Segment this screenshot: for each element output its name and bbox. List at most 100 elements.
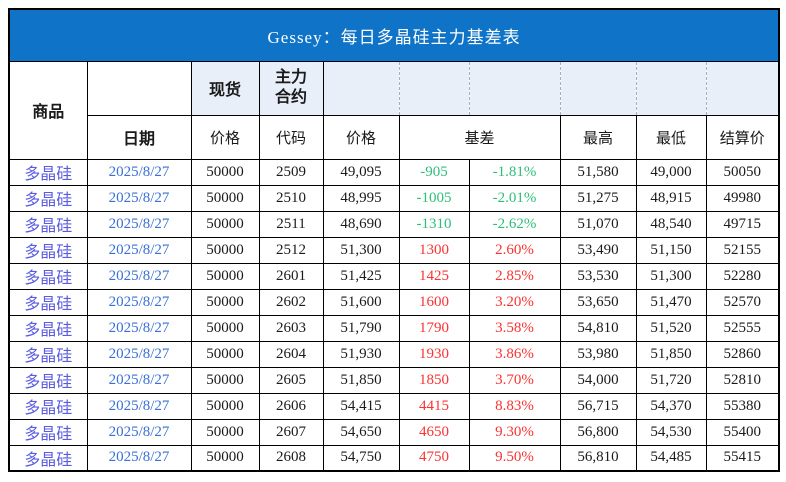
cell-high: 53,490 (559, 236, 637, 264)
cell-low: 54,485 (635, 444, 707, 472)
cell-spot-price: 50000 (190, 262, 260, 290)
header-empty-date (86, 60, 192, 116)
cell-code: 2602 (258, 288, 324, 316)
cell-date: 2025/8/27 (86, 418, 192, 446)
cell-settlement: 52810 (705, 366, 780, 394)
cell-price: 51,300 (322, 236, 400, 264)
cell-spot-price: 50000 (190, 340, 260, 368)
cell-price: 51,425 (322, 262, 400, 290)
cell-basis: 1790 (398, 314, 470, 342)
cell-high: 53,650 (559, 288, 637, 316)
cell-low: 51,470 (635, 288, 707, 316)
cell-price: 51,600 (322, 288, 400, 316)
table-row: 多晶硅 2025/8/27 50000 2603 51,790 1790 3.58% 54,8… (8, 314, 780, 342)
cell-price: 54,415 (322, 392, 400, 420)
cell-spot-price: 50000 (190, 314, 260, 342)
cell-basis-pct: 3.86% (468, 340, 561, 368)
cell-low: 54,370 (635, 392, 707, 420)
cell-commodity: 多晶硅 (8, 288, 88, 316)
cell-code: 2509 (258, 158, 324, 186)
cell-low: 48,915 (635, 184, 707, 212)
cell-high: 53,980 (559, 340, 637, 368)
cell-basis: 1930 (398, 340, 470, 368)
cell-price: 51,930 (322, 340, 400, 368)
table-row: 多晶硅 2025/8/27 50000 2606 54,415 4415 8.83% 56,7… (8, 392, 780, 420)
cell-high: 56,715 (559, 392, 637, 420)
col-header-settlement: 结算价 (705, 114, 780, 160)
cell-low: 49,000 (635, 158, 707, 186)
cell-commodity: 多晶硅 (8, 366, 88, 394)
cell-price: 54,650 (322, 418, 400, 446)
cell-code: 2605 (258, 366, 324, 394)
cell-date: 2025/8/27 (86, 366, 192, 394)
cell-high: 54,810 (559, 314, 637, 342)
cell-price: 51,850 (322, 366, 400, 394)
cell-settlement: 55415 (705, 444, 780, 472)
cell-spot-price: 50000 (190, 366, 260, 394)
cell-date: 2025/8/27 (86, 184, 192, 212)
cell-basis: -1310 (398, 210, 470, 238)
table-row: 多晶硅 2025/8/27 50000 2601 51,425 1425 2.85% 53,5… (8, 262, 780, 290)
cell-code: 2608 (258, 444, 324, 472)
cell-basis: 4750 (398, 444, 470, 472)
cell-basis-pct: 3.58% (468, 314, 561, 342)
cell-spot-price: 50000 (190, 444, 260, 472)
cell-low: 48,540 (635, 210, 707, 238)
cell-code: 2510 (258, 184, 324, 212)
cell-basis-pct: 9.30% (468, 418, 561, 446)
header-shade-cell (398, 60, 470, 116)
cell-settlement: 52570 (705, 288, 780, 316)
cell-low: 51,850 (635, 340, 707, 368)
cell-basis: 1300 (398, 236, 470, 264)
header-shade-cell (705, 60, 780, 116)
cell-commodity: 多晶硅 (8, 392, 88, 420)
cell-commodity: 多晶硅 (8, 444, 88, 472)
cell-high: 51,275 (559, 184, 637, 212)
cell-basis: 1850 (398, 366, 470, 394)
cell-commodity: 多晶硅 (8, 340, 88, 368)
title-bar: Gessey：每日多晶硅主力基差表 (8, 8, 780, 62)
cell-code: 2601 (258, 262, 324, 290)
col-header-high: 最高 (559, 114, 637, 160)
cell-date: 2025/8/27 (86, 158, 192, 186)
cell-date: 2025/8/27 (86, 314, 192, 342)
cell-price: 49,095 (322, 158, 400, 186)
cell-high: 54,000 (559, 366, 637, 394)
cell-commodity: 多晶硅 (8, 314, 88, 342)
cell-code: 2511 (258, 210, 324, 238)
cell-price: 54,750 (322, 444, 400, 472)
cell-high: 56,810 (559, 444, 637, 472)
col-header-basis: 基差 (398, 114, 561, 160)
cell-basis: -1005 (398, 184, 470, 212)
cell-date: 2025/8/27 (86, 262, 192, 290)
cell-basis: 4650 (398, 418, 470, 446)
cell-basis-pct: 2.85% (468, 262, 561, 290)
cell-settlement: 52155 (705, 236, 780, 264)
cell-low: 51,520 (635, 314, 707, 342)
cell-basis-pct: 3.20% (468, 288, 561, 316)
table-row: 多晶硅 2025/8/27 50000 2510 48,995 -1005 -2.01% 51… (8, 184, 780, 212)
cell-commodity: 多晶硅 (8, 184, 88, 212)
cell-commodity: 多晶硅 (8, 210, 88, 238)
header-shade-cell (322, 60, 400, 116)
cell-commodity: 多晶硅 (8, 236, 88, 264)
table-row: 多晶硅 2025/8/27 50000 2509 49,095 -905 -1.81% 51,… (8, 158, 780, 186)
cell-code: 2603 (258, 314, 324, 342)
col-header-price: 价格 (322, 114, 400, 160)
cell-code: 2607 (258, 418, 324, 446)
col-header-spot: 现货 (190, 60, 260, 116)
cell-basis-pct: 2.60% (468, 236, 561, 264)
table-row: 多晶硅 2025/8/27 50000 2604 51,930 1930 3.86% 53,9… (8, 340, 780, 368)
cell-code: 2604 (258, 340, 324, 368)
cell-basis-pct: 3.70% (468, 366, 561, 394)
cell-basis-pct: -1.81% (468, 158, 561, 186)
header-row-top: 商品 现货 主力 合约 (8, 60, 780, 160)
cell-settlement: 49715 (705, 210, 780, 238)
col-header-date: 日期 (86, 114, 192, 160)
table-row: 多晶硅 2025/8/27 50000 2511 48,690 -1310 -2.62% 51… (8, 210, 780, 238)
cell-code: 2512 (258, 236, 324, 264)
cell-low: 51,720 (635, 366, 707, 394)
cell-basis-pct: 8.83% (468, 392, 561, 420)
header-shade-cell (635, 60, 707, 116)
basis-table: Gessey：每日多晶硅主力基差表 商品 现货 主力 合约 日期 价格 代码 价格… (8, 8, 781, 472)
